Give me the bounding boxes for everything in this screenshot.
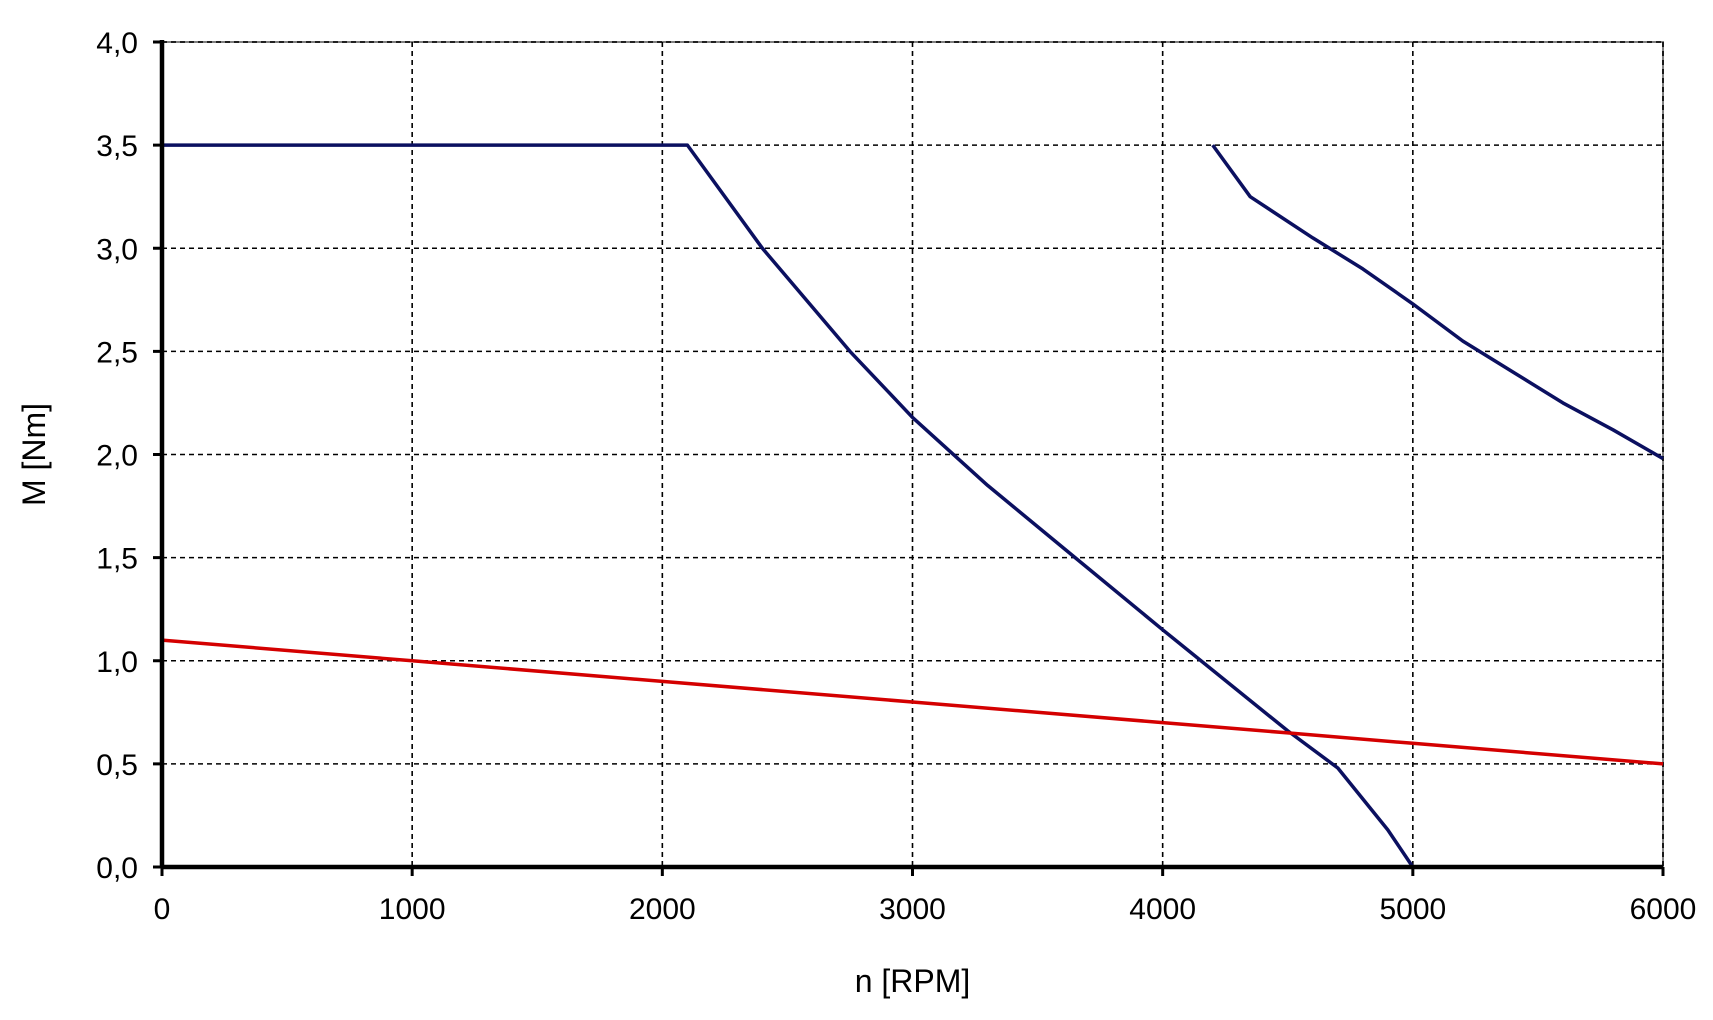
y-tick-label: 4,0	[96, 27, 138, 60]
grid	[161, 41, 1664, 868]
x-axis-title: n [RPM]	[855, 963, 971, 999]
series-line-3	[161, 638, 1664, 766]
y-tick-label: 0,5	[96, 749, 138, 782]
x-tick-label: 3000	[879, 893, 946, 926]
series-lines	[161, 143, 1664, 868]
x-tick-label: 0	[154, 893, 171, 926]
y-tick-label: 0,0	[96, 852, 138, 885]
y-tick-labels: 0,0 0,5 1,0 1,5 2,0 2,5 3,0 3,5 4,0	[96, 27, 138, 885]
axes	[153, 40, 1665, 876]
x-tick-label: 4000	[1129, 893, 1196, 926]
y-tick-label: 2,0	[96, 440, 138, 473]
y-tick-label: 1,0	[96, 646, 138, 679]
y-tick-label: 3,5	[96, 130, 138, 163]
x-tick-label: 2000	[629, 893, 696, 926]
series-line-2	[1211, 144, 1664, 461]
y-tick-label: 2,5	[96, 336, 138, 369]
y-tick-label: 3,0	[96, 233, 138, 266]
x-tick-labels: 0 1000 2000 3000 4000 5000 6000	[154, 893, 1697, 926]
y-tick-label: 1,5	[96, 543, 138, 576]
series-line-1	[162, 143, 1415, 868]
x-tick-label: 6000	[1630, 893, 1697, 926]
x-tick-label: 1000	[379, 893, 446, 926]
x-tick-label: 5000	[1379, 893, 1446, 926]
y-axis-title: M [Nm]	[16, 403, 52, 506]
